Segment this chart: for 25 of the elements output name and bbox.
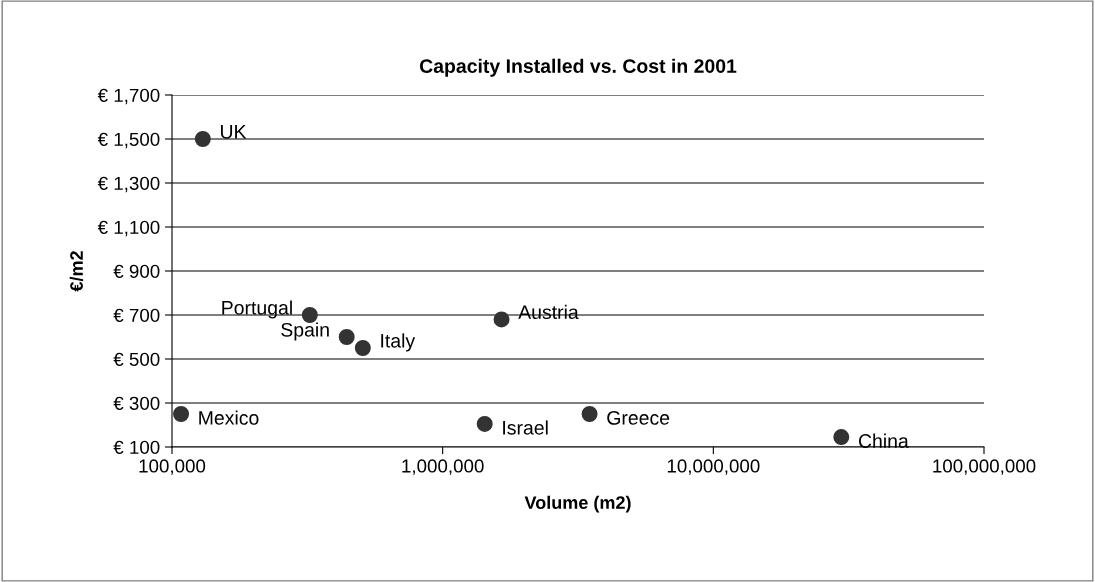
y-axis-title: €/m2 <box>69 251 84 292</box>
annotation: China <box>858 433 909 448</box>
annotation: Greece <box>607 411 670 425</box>
y-tick-label: € 700 <box>113 308 160 322</box>
y-tick-label: € 300 <box>113 396 160 410</box>
y-tick-label: € 1,500 <box>97 132 160 149</box>
chart-title: Capacity Installed vs. Cost in 2001 <box>419 58 737 77</box>
annotation: Spain <box>281 322 329 341</box>
annotation: Mexico <box>199 410 259 425</box>
x-tick-label: 100,000 <box>139 459 206 475</box>
y-tick-label: € 1,700 <box>97 88 160 105</box>
annotation: Italy <box>381 333 416 352</box>
y-tick-label: € 1,100 <box>97 220 160 237</box>
x-tick-label: 10,000,000 <box>667 459 760 475</box>
y-tick-label: € 900 <box>113 264 160 278</box>
annotation: Portugal <box>222 300 292 319</box>
annotation: UK <box>221 125 247 139</box>
x-tick-label: 100,000,000 <box>933 459 1036 475</box>
annotation: Israel <box>503 420 548 435</box>
x-axis-title: Volume (m2) <box>524 495 631 513</box>
y-tick-label: € 500 <box>113 352 160 366</box>
y-tick-label: € 100 <box>113 440 160 454</box>
x-tick-label: 1,000,000 <box>402 459 484 475</box>
annotation: Austria <box>518 304 579 320</box>
y-tick-label: € 1,300 <box>97 176 160 193</box>
